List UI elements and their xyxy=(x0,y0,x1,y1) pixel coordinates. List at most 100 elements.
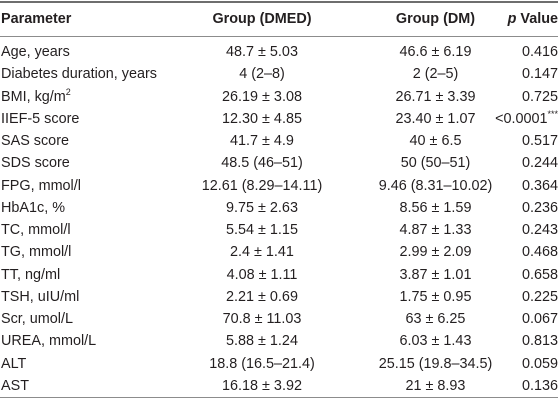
cell-group-dm: 40 ± 6.5 xyxy=(409,133,462,149)
cell-group-dm: 26.71 ± 3.39 xyxy=(395,88,476,105)
table-row: FPG, mmol/l 12.61 (8.29–14.11) 9.46 (8.31–… xyxy=(0,175,558,197)
table-row: Age, years 48.7 ± 5.03 46.6 ± 6.19 0.416 xyxy=(0,41,558,63)
cell-parameter: ALT xyxy=(1,353,26,375)
cell-group-dm: 9.46 (8.31–10.02) xyxy=(378,177,493,194)
cell-group-dmed: 5.88 ± 1.24 xyxy=(226,333,298,350)
cell-group-dm: 8.56 ± 1.59 xyxy=(399,199,472,216)
table-header-row: Parameter Group (DMED) Group (DM) p Valu… xyxy=(0,8,558,30)
cell-parameter-text: TC, mmol/l xyxy=(1,222,71,238)
cell-group-dm: 46.6 ± 6.19 xyxy=(399,44,472,60)
header-p-rest: Value xyxy=(516,11,558,27)
cell-parameter: HbA1c, % xyxy=(1,197,65,219)
cell-group-dmed: 12.61 (8.29–14.11) xyxy=(201,177,323,194)
cell-parameter: TSH, uIU/ml xyxy=(1,286,79,308)
cell-group-dm: 3.87 ± 1.01 xyxy=(399,266,472,283)
header-p-value: p Value xyxy=(468,8,558,30)
cell-parameter: Scr, umol/L xyxy=(1,308,73,330)
header-group-dm: Group (DM) xyxy=(395,11,476,27)
table-row: Diabetes duration, years 4 (2–8) 2 (2–5) 0.… xyxy=(0,63,558,85)
cell-p-value: 0.059 xyxy=(468,353,558,375)
cell-group-dm: 2 (2–5) xyxy=(412,66,459,83)
cell-parameter: SAS score xyxy=(1,130,69,152)
cell-p-value: 0.364 xyxy=(468,175,558,197)
cell-p-value: 0.813 xyxy=(468,330,558,352)
cell-parameter-text: UREA, mmol/L xyxy=(1,333,97,350)
cell-parameter-text: SDS score xyxy=(1,155,70,172)
cell-p-value-text: 0.147 xyxy=(521,66,558,83)
cell-parameter: Age, years xyxy=(1,41,70,63)
cell-parameter-text: Age, years xyxy=(1,44,70,60)
cell-parameter-text: AST xyxy=(1,377,29,394)
cell-p-value-text: 0.243 xyxy=(521,222,558,238)
cell-group-dmed: 2.4 ± 1.41 xyxy=(230,244,294,261)
cell-group-dmed: 41.7 ± 4.9 xyxy=(230,133,294,149)
cell-group-dmed: 9.75 ± 2.63 xyxy=(226,199,298,216)
cell-group-dmed: 48.7 ± 5.03 xyxy=(226,44,298,60)
cell-parameter-text: IIEF-5 score xyxy=(1,110,80,127)
cell-p-value-text: 0.468 xyxy=(521,244,558,261)
table-row: IIEF-5 score 12.30 ± 4.85 23.40 ± 1.07 <0.0… xyxy=(0,108,558,130)
cell-p-value: 0.225 xyxy=(468,286,558,308)
cell-parameter-text: ALT xyxy=(1,355,27,372)
cell-p-value-text: 0.813 xyxy=(521,333,558,350)
cell-p-value: 0.067 xyxy=(468,308,558,330)
table-row: SAS score 41.7 ± 4.9 40 ± 6.5 0.517 xyxy=(0,130,558,152)
table-header-rule xyxy=(0,36,558,37)
cell-group-dm: 50 (50–51) xyxy=(400,155,471,172)
cell-group-dm: 4.87 ± 1.33 xyxy=(399,222,472,238)
cell-p-value-text: 0.059 xyxy=(521,355,558,372)
header-parameter: Parameter xyxy=(1,11,72,27)
cell-p-value: 0.147 xyxy=(468,63,558,85)
table-row: SDS score 48.5 (46–51) 50 (50–51) 0.244 xyxy=(0,152,558,174)
cell-p-value: 0.236 xyxy=(468,197,558,219)
cell-p-value: 0.517 xyxy=(468,130,558,152)
cell-parameter-text: BMI, kg/m xyxy=(1,88,66,105)
table-row: TT, ng/ml 4.08 ± 1.11 3.87 ± 1.01 0.658 xyxy=(0,264,558,286)
cell-group-dm: 25.15 (19.8–34.5) xyxy=(378,355,493,372)
table-row: HbA1c, % 9.75 ± 2.63 8.56 ± 1.59 0.236 xyxy=(0,197,558,219)
cell-group-dmed: 2.21 ± 0.69 xyxy=(226,288,298,305)
cell-parameter: FPG, mmol/l xyxy=(1,175,81,197)
cell-parameter: AST xyxy=(1,375,29,397)
cell-parameter-text: TG, mmol/l xyxy=(1,244,72,261)
cell-group-dmed: 70.8 ± 11.03 xyxy=(222,311,302,327)
cell-group-dmed: 12.30 ± 4.85 xyxy=(222,110,302,127)
cell-p-value: 0.725 xyxy=(468,86,558,108)
cell-parameter: IIEF-5 score xyxy=(1,108,79,130)
cell-group-dm: 2.99 ± 2.09 xyxy=(399,244,472,261)
cell-parameter-text: TSH, uIU/ml xyxy=(1,288,80,305)
cell-group-dmed: 4.08 ± 1.11 xyxy=(226,266,298,283)
cell-p-value: 0.468 xyxy=(468,241,558,263)
cell-p-value: 0.243 xyxy=(468,219,558,241)
cell-p-value-text: <0.0001 xyxy=(495,110,548,127)
cell-group-dmed: 4 (2–8) xyxy=(239,66,285,83)
cell-parameter-superscript: 2 xyxy=(65,86,71,97)
cell-p-value-text: 0.658 xyxy=(521,266,558,283)
cell-significance-marker: *** xyxy=(547,108,558,119)
cell-p-value-text: 0.067 xyxy=(521,311,558,327)
cell-group-dm: 63 ± 6.25 xyxy=(405,311,466,327)
header-group-dmed: Group (DMED) xyxy=(212,11,312,27)
cell-p-value: 0.658 xyxy=(468,264,558,286)
cell-p-value-text: 0.364 xyxy=(521,177,558,194)
cell-p-value-text: 0.136 xyxy=(521,377,558,394)
cell-parameter: BMI, kg/m2 xyxy=(1,86,71,108)
cell-p-value: 0.416 xyxy=(468,41,558,63)
cell-p-value: <0.0001*** xyxy=(468,108,558,130)
table-row: AST 16.18 ± 3.92 21 ± 8.93 0.136 xyxy=(0,375,558,397)
table-row: UREA, mmol/L 5.88 ± 1.24 6.03 ± 1.43 0.813 xyxy=(0,330,558,352)
cell-p-value-text: 0.236 xyxy=(521,199,558,216)
table-row: Scr, umol/L 70.8 ± 11.03 63 ± 6.25 0.067 xyxy=(0,308,558,330)
cell-parameter-text: TT, ng/ml xyxy=(1,266,61,283)
cell-parameter-text: Diabetes duration, years xyxy=(1,66,157,83)
cell-group-dm: 21 ± 8.93 xyxy=(405,377,466,394)
cell-group-dm: 1.75 ± 0.95 xyxy=(399,288,472,305)
table-row: TC, mmol/l 5.54 ± 1.15 4.87 ± 1.33 0.243 xyxy=(0,219,558,241)
cell-group-dmed: 18.8 (16.5–21.4) xyxy=(209,355,315,372)
cell-p-value-text: 0.725 xyxy=(521,88,558,105)
table-row: TSH, uIU/ml 2.21 ± 0.69 1.75 ± 0.95 0.225 xyxy=(0,286,558,308)
cell-group-dmed: 16.18 ± 3.92 xyxy=(222,377,302,394)
header-p-italic: p xyxy=(507,11,517,27)
cell-p-value-text: 0.244 xyxy=(521,155,558,172)
